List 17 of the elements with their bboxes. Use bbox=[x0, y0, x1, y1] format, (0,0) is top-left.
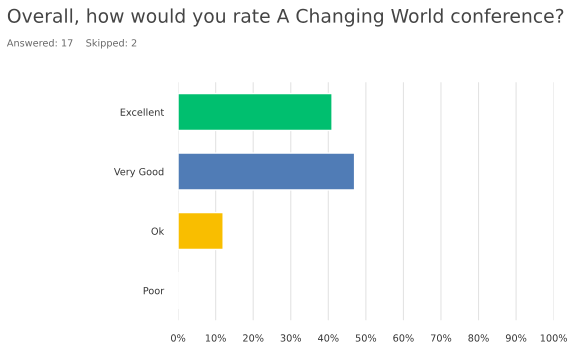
x-tick-label: 100% bbox=[540, 334, 567, 342]
x-tick-label: 60% bbox=[393, 334, 414, 342]
x-tick-label: 80% bbox=[468, 334, 489, 342]
y-tick-label: Ok bbox=[151, 227, 164, 235]
chart-title: Overall, how would you rate A Changing World conference? bbox=[8, 8, 564, 27]
x-tick-label: 30% bbox=[280, 334, 302, 342]
x-tick-label: 0% bbox=[171, 334, 186, 342]
x-tick-label: 10% bbox=[206, 334, 226, 342]
x-tick-label: 20% bbox=[243, 334, 264, 342]
x-tick-label: 50% bbox=[356, 334, 376, 342]
y-tick-label: Poor bbox=[144, 287, 164, 294]
x-tick-label: 70% bbox=[430, 334, 452, 342]
x-tick-label: 90% bbox=[506, 334, 526, 342]
x-tick-label: 40% bbox=[318, 334, 339, 342]
y-tick-label: Excellent bbox=[120, 108, 164, 116]
y-tick-label: Very Good bbox=[114, 168, 164, 178]
text: Answered: 17 Skipped: 2 bbox=[6, 39, 136, 48]
